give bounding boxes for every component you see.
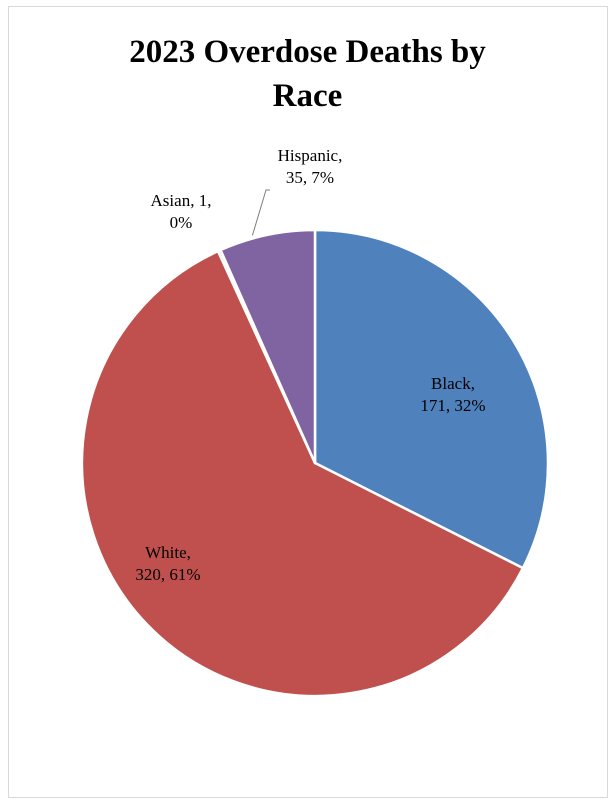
data-label-asian-line: Asian, 1, (151, 191, 212, 210)
leader-line-hispanic (252, 190, 270, 236)
data-label-hispanic: Hispanic, 35, 7% (278, 146, 343, 187)
data-label-asian: Asian, 1, 0% (151, 191, 212, 232)
data-label-black-line: Black, (431, 374, 475, 393)
data-label-asian-line: 0% (170, 213, 193, 232)
data-label-hispanic-line: Hispanic, (278, 146, 343, 165)
data-label-black-line: 171, 32% (420, 396, 485, 415)
data-label-white-line: White, (145, 543, 191, 562)
data-label-white-line: 320, 61% (135, 565, 200, 584)
data-label-hispanic-line: 35, 7% (286, 168, 334, 187)
